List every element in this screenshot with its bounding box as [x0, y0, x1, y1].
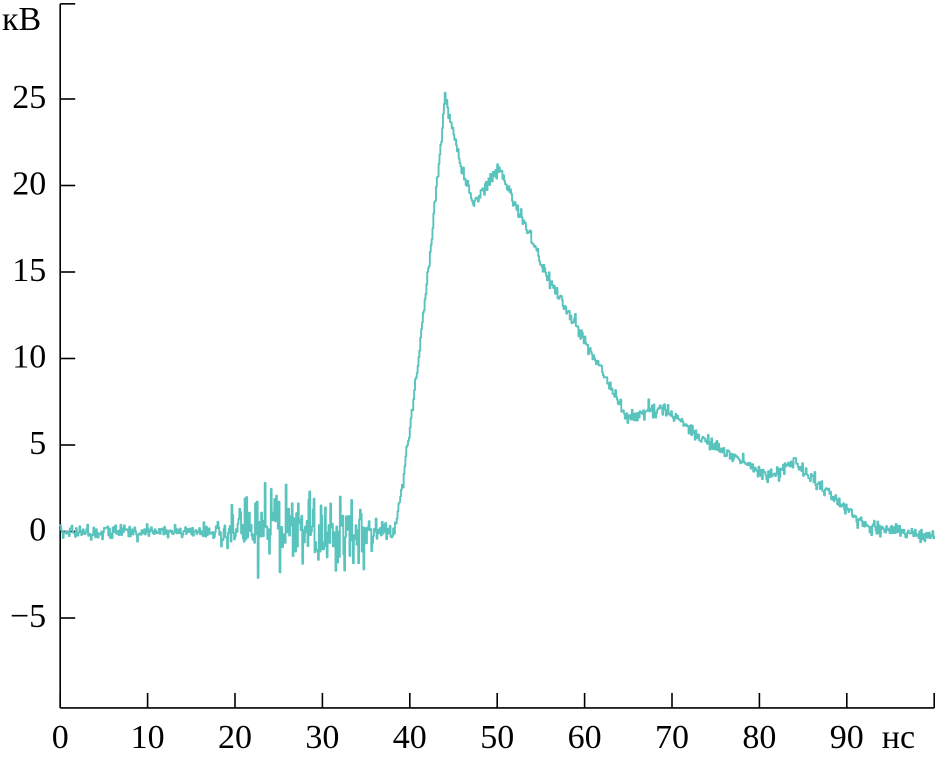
svg-text:15: 15: [12, 252, 46, 289]
svg-text:30: 30: [305, 719, 339, 756]
svg-text:10: 10: [12, 339, 46, 376]
svg-text:кB: кB: [2, 1, 41, 38]
svg-text:−5: −5: [10, 598, 46, 635]
svg-text:40: 40: [393, 719, 427, 756]
svg-text:5: 5: [29, 425, 46, 462]
svg-text:20: 20: [12, 166, 46, 203]
svg-text:70: 70: [655, 719, 689, 756]
svg-text:нc: нc: [882, 719, 915, 756]
svg-text:25: 25: [12, 79, 46, 116]
svg-text:0: 0: [29, 512, 46, 549]
svg-text:90: 90: [830, 719, 864, 756]
svg-text:20: 20: [218, 719, 252, 756]
svg-text:80: 80: [742, 719, 776, 756]
svg-text:0: 0: [52, 719, 69, 756]
svg-text:60: 60: [568, 719, 602, 756]
svg-text:50: 50: [480, 719, 514, 756]
svg-text:10: 10: [131, 719, 165, 756]
